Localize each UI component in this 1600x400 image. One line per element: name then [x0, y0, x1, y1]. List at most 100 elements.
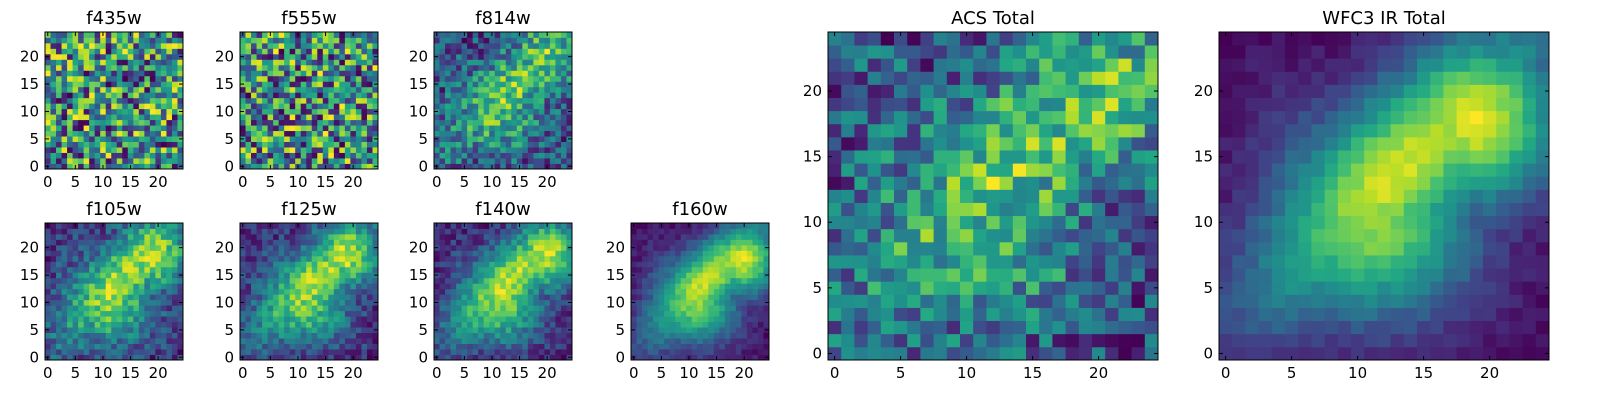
heatmap-cell	[986, 176, 1000, 190]
heatmap-cell	[50, 114, 57, 121]
heatmap-cell	[116, 130, 123, 137]
heatmap-cell	[522, 48, 529, 55]
heatmap-cell	[1065, 202, 1080, 217]
heatmap-cell	[171, 103, 178, 110]
heatmap-cell	[538, 239, 545, 246]
heatmap-cell	[489, 266, 496, 273]
heatmap-cell	[300, 141, 307, 148]
heatmap-cell	[67, 163, 73, 170]
heatmap-cell	[256, 277, 263, 284]
heatmap-cell	[763, 288, 770, 295]
heatmap-cell	[322, 310, 329, 317]
heatmap-cell	[133, 114, 140, 121]
heatmap-cell	[50, 119, 57, 126]
heatmap-cell	[138, 103, 145, 110]
heatmap-cell	[105, 283, 112, 290]
heatmap-cell	[94, 266, 101, 273]
heatmap-cell	[344, 136, 351, 142]
heatmap-cell	[328, 136, 335, 142]
x-tick-label: 10	[93, 173, 112, 191]
heatmap-cell	[138, 97, 145, 104]
heatmap-cell	[549, 114, 556, 121]
heatmap-cell	[100, 233, 107, 240]
heatmap-cell	[450, 294, 457, 301]
heatmap-cell	[516, 349, 523, 355]
heatmap-cell	[256, 233, 263, 240]
heatmap-cell	[920, 215, 934, 230]
heatmap-cell	[483, 228, 490, 235]
heatmap-cell	[500, 310, 507, 317]
heatmap-cell	[527, 163, 534, 170]
heatmap-cell	[94, 75, 101, 82]
heatmap-cell	[702, 255, 709, 262]
heatmap-cell	[166, 136, 173, 142]
heatmap-cell	[516, 316, 523, 323]
heatmap-cell	[105, 130, 112, 137]
heatmap-cell	[83, 97, 90, 104]
heatmap-cell	[56, 92, 62, 99]
heatmap-cell	[719, 255, 726, 262]
heatmap-cell	[289, 354, 296, 361]
y-tick-label: 20	[409, 48, 428, 66]
heatmap-cell	[317, 81, 324, 88]
heatmap-cell	[262, 266, 268, 273]
heatmap-cell	[289, 250, 296, 257]
heatmap-cell	[317, 288, 324, 295]
heatmap-cell	[907, 241, 921, 256]
heatmap-cell	[366, 277, 373, 284]
heatmap-cell	[295, 327, 302, 333]
heatmap-cell	[511, 147, 518, 153]
heatmap-cell	[240, 42, 246, 49]
heatmap-cell	[549, 228, 556, 235]
heatmap-cell	[719, 283, 726, 290]
heatmap-cell	[544, 272, 551, 279]
heatmap-cell	[45, 316, 51, 323]
heatmap-cell	[133, 48, 140, 55]
heatmap-cell	[273, 42, 280, 49]
heatmap-cell	[122, 233, 129, 240]
heatmap-cell	[61, 97, 68, 104]
heatmap-cell	[278, 136, 285, 142]
heatmap-cell	[177, 64, 184, 71]
heatmap-cell	[1105, 346, 1119, 361]
heatmap-cell	[920, 202, 934, 217]
heatmap-cell	[867, 346, 882, 361]
heatmap-cell	[344, 250, 351, 257]
heatmap-cell	[456, 130, 462, 137]
heatmap-cell	[306, 103, 313, 110]
heatmap-cell	[560, 277, 567, 284]
heatmap-cell	[735, 239, 742, 246]
heatmap-cell	[763, 250, 770, 257]
heatmap-cell	[127, 48, 134, 55]
y-tick-label: 5	[29, 321, 39, 339]
heatmap-cell	[311, 119, 318, 126]
heatmap-cell	[350, 349, 357, 355]
heatmap-cell	[920, 294, 934, 308]
heatmap-cell	[647, 316, 654, 323]
heatmap-cell	[160, 338, 167, 344]
heatmap-cell	[361, 152, 368, 159]
heatmap-cell	[549, 75, 556, 82]
heatmap-cell	[516, 299, 523, 306]
heatmap-cell	[149, 147, 156, 153]
heatmap-cell	[355, 261, 362, 268]
heatmap-cell	[267, 86, 274, 93]
heatmap-cell	[933, 241, 948, 256]
heatmap-cell	[555, 261, 562, 268]
heatmap-cell	[256, 272, 263, 279]
heatmap-cell	[828, 268, 842, 282]
heatmap-cell	[746, 250, 753, 257]
heatmap-cell	[240, 316, 246, 323]
heatmap-cell	[960, 307, 974, 322]
heatmap-cell	[549, 283, 556, 290]
heatmap-cell	[333, 97, 340, 104]
heatmap-cell	[295, 75, 302, 82]
heatmap-cell	[1092, 228, 1106, 243]
heatmap-cell	[100, 266, 107, 273]
heatmap-cell	[439, 92, 446, 99]
heatmap-cell	[724, 244, 731, 251]
heatmap-cell	[1105, 215, 1119, 230]
heatmap-cell	[631, 349, 637, 355]
heatmap-cell	[289, 233, 296, 240]
heatmap-cell	[456, 75, 462, 82]
